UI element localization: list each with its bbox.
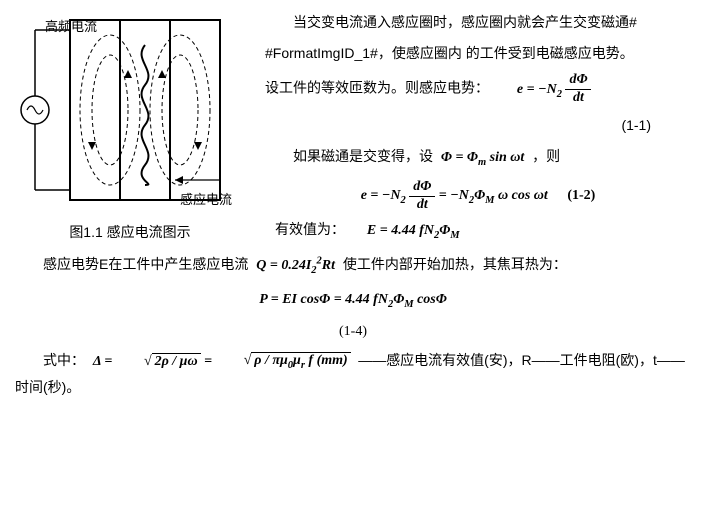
para-rms: 有效值为： E = 4.44 fN2ΦM	[275, 217, 691, 246]
formula-power: P = EI cosΦ = 4.44 fN2ΦM cosΦ	[15, 287, 691, 315]
para-rms-text: 有效值为：	[275, 221, 345, 237]
formula-phi: Φ = Φm sin ωt	[437, 150, 528, 165]
formula-q: Q = 0.24I22Rt	[252, 258, 339, 273]
formula-emf: e = −N2 dΦdt	[513, 82, 596, 97]
figure-label-bottom: 感应电流	[180, 188, 232, 211]
para-phi-text: 如果磁通是交变得，设	[293, 148, 433, 164]
figure-induction-current: 高频电流 感应电流 图1.1 感应电流图示	[15, 10, 245, 245]
formula-delta: Δ = √2ρ / μω = √ρ / πμ0μr f (mm)	[89, 354, 358, 369]
para-where-label: 式中：	[43, 352, 85, 368]
formula-rms: E = 4.44 fN2ΦM	[363, 223, 464, 238]
figure-caption: 图1.1 感应电流图示	[15, 220, 245, 245]
para-joule-b: 使工件内部开始加热，其焦耳热为：	[343, 256, 567, 272]
para-intro-c-text: 设工件的等效匝数为。则感应电势：	[265, 80, 489, 96]
figure-label-top: 高频电流	[45, 15, 97, 38]
eqnum-1-2: (1-2)	[567, 188, 595, 203]
para-joule-a: 感应电势E在工件中产生感应电流	[43, 256, 248, 272]
para-phi-tail: ，则	[532, 148, 560, 164]
para-joule: 感应电势E在工件中产生感应电流 Q = 0.24I22Rt 使工件内部开始加热，…	[15, 252, 691, 281]
para-where: 式中： Δ = √2ρ / μω = √ρ / πμ0μr f (mm) ——感…	[15, 348, 691, 401]
eqnum-1-4: (1-4)	[15, 319, 691, 344]
